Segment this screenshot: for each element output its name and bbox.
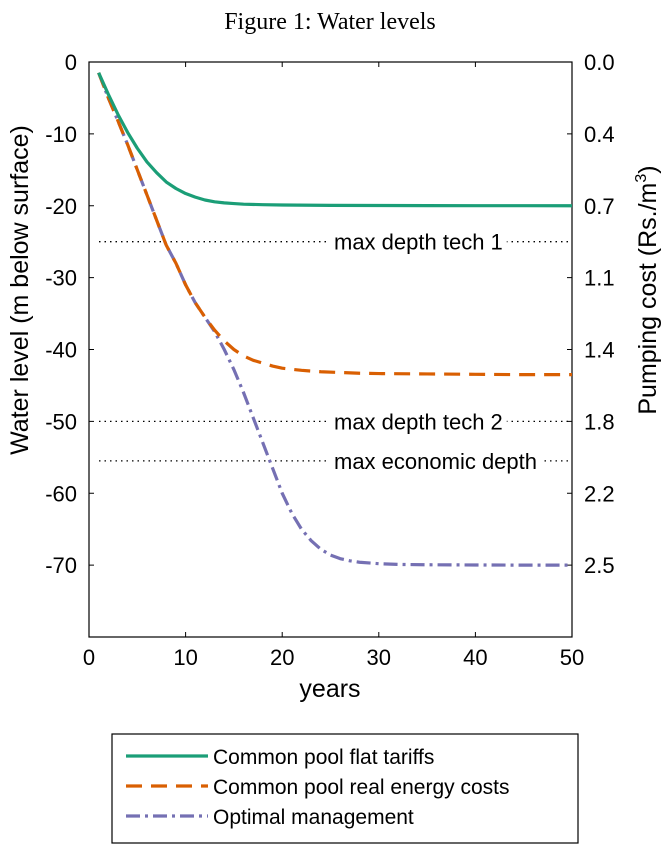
legend-label: Optimal management [213,806,414,829]
y2-tick-label: 1.8 [584,409,615,434]
reference-line-label: max depth tech 2 [334,409,503,434]
y2-axis-label-close: ) [634,165,662,173]
y2-tick-label: 1.1 [584,266,615,291]
x-tick-label: 0 [83,645,95,670]
legend: Common pool flat tariffs Common pool real… [111,733,579,844]
x-axis-label: years [299,675,360,703]
reference-line-label-bg [330,229,507,255]
legend-label: Common pool flat tariffs [213,746,434,769]
axes [88,61,573,638]
chart-title: Figure 1: Water levels [224,9,436,35]
y2-axis-label-main: Pumping cost (Rs./m [634,183,662,415]
x-tick-label: 40 [463,645,487,670]
y-tick-label: -20 [45,194,77,219]
y-tick-label: -30 [45,266,77,291]
y-tick-label: -70 [45,553,77,578]
reference-line-label-bg [330,448,541,474]
y-tick-label: -40 [45,338,77,363]
y2-tick-label: 0.7 [584,194,615,219]
reference-line-label: max economic depth [334,449,537,474]
y2-axis-label-superscript: 3 [633,174,650,183]
y-tick-label: -50 [45,409,77,434]
reference-line-label-bg [330,409,507,435]
y2-axis-label: Pumping cost (Rs./m3) [633,165,662,414]
y2-tick-label: 0.0 [584,50,615,75]
x-tick-label: 30 [367,645,391,670]
legend-box [111,733,579,844]
legend-label: Common pool real energy costs [213,776,509,799]
reference-lines: max depth tech 1 max depth tech 2 max econ… [99,229,572,474]
x-tick-label: 10 [173,645,197,670]
y2-tick-label: 1.4 [584,338,615,363]
x-tick-label: 50 [560,645,584,670]
tick-labels: 0 10 20 30 40 50 0 -10 -20 -30 -40 -50 -60 -70 0.0 0.4 0… [45,50,614,670]
data-series [97,72,573,567]
series-line-common-pool-real-energy-costs [97,72,572,377]
y-tick-label: -10 [45,122,77,147]
plot-frame [88,61,573,638]
y-axis-label: Water level (m below surface) [6,125,34,455]
y2-tick-label: 0.4 [584,122,615,147]
reference-line-label: max depth tech 1 [334,230,503,255]
y2-tick-label: 2.5 [584,553,615,578]
x-tick-label: 20 [270,645,294,670]
series-line-optimal-management [97,72,572,567]
y-tick-label: -60 [45,481,77,506]
y-tick-label: 0 [65,50,77,75]
series-line-common-pool-flat-tariffs [97,72,573,208]
y2-tick-label: 2.2 [584,481,615,506]
